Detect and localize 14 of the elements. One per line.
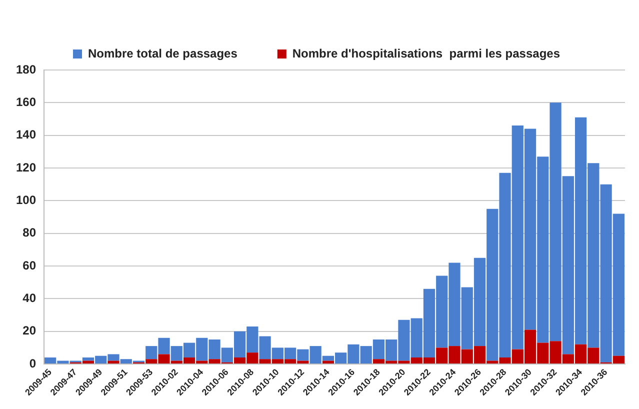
y-tick-label: 80	[22, 226, 36, 240]
y-tick-label: 40	[22, 290, 36, 305]
y-tick-label: 60	[22, 258, 36, 272]
y-tick-label: 120	[16, 160, 36, 174]
y-tick-label: 160	[16, 94, 36, 109]
y-tick-label: 0	[29, 356, 36, 370]
legend-label: Nombre total de passages	[88, 46, 238, 60]
y-tick-label: 20	[22, 324, 36, 338]
bar	[322, 360, 334, 364]
y-tick-label: 180	[16, 62, 36, 76]
y-tick-label: 140	[16, 128, 36, 142]
bar	[108, 360, 120, 364]
y-tick-label: 100	[16, 192, 36, 207]
legend-label: Nombre d'hospitalisations parmi les passages	[292, 46, 560, 60]
